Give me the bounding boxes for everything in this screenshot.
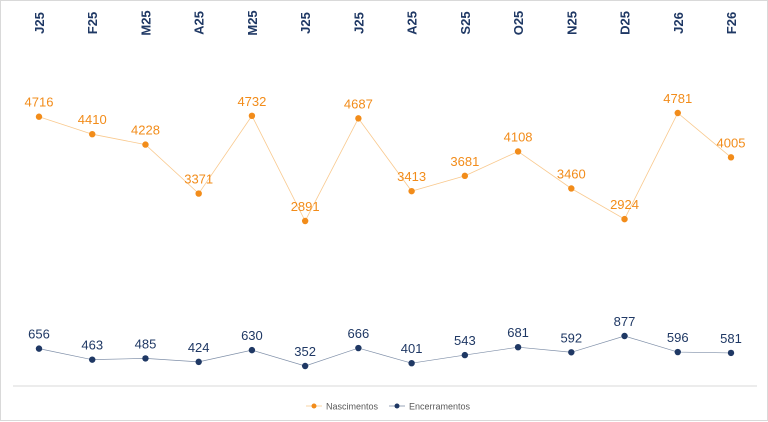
data-label: 2924: [610, 197, 639, 212]
x-tick-label: S25: [458, 11, 473, 34]
data-label: 877: [614, 314, 636, 329]
x-tick-label: N25: [564, 11, 579, 35]
data-label: 2891: [291, 199, 320, 214]
data-point: [142, 355, 149, 362]
x-tick-label: J26: [671, 12, 686, 34]
data-point: [514, 344, 522, 351]
data-label: 424: [188, 340, 210, 355]
data-point: [195, 358, 202, 366]
data-point: [727, 154, 735, 161]
data-label: 4410: [78, 112, 107, 127]
data-label: 485: [135, 336, 157, 351]
x-tick-label: J25: [32, 12, 47, 34]
x-tick-label: A25: [405, 11, 420, 35]
data-label: 3371: [184, 172, 213, 187]
legend-marker: [394, 403, 400, 409]
data-label: 4716: [25, 95, 54, 110]
data-label: 4228: [131, 123, 160, 138]
series-lines: [38, 112, 732, 367]
data-label: 3460: [557, 166, 586, 181]
data-point: [621, 332, 628, 340]
data-label: 666: [348, 326, 370, 341]
data-label: 596: [667, 330, 689, 345]
x-tick-label: A25: [192, 11, 207, 35]
data-point: [195, 190, 202, 197]
data-point: [674, 348, 681, 356]
data-labels: 4716 4410 4228 3371 4732 2891 4687 3413 3681 4108…: [25, 91, 746, 359]
x-tick-label: M25: [245, 10, 260, 35]
data-label: 4687: [344, 96, 373, 111]
data-point: [674, 109, 681, 117]
data-point: [35, 345, 43, 352]
legend-marker: [311, 403, 317, 409]
x-tick-label: O25: [511, 11, 526, 36]
data-label: 4108: [504, 129, 533, 144]
series-line: [38, 335, 732, 367]
data-point: [408, 187, 415, 195]
data-label: 4732: [237, 94, 266, 109]
data-point: [461, 351, 469, 359]
data-label: 656: [28, 327, 50, 342]
data-point: [248, 346, 256, 354]
data-label: 592: [560, 330, 582, 345]
data-label: 4781: [663, 91, 692, 106]
data-label: 3681: [450, 154, 479, 169]
data-point: [727, 349, 735, 357]
data-point: [408, 360, 415, 367]
data-label: 4005: [717, 135, 746, 150]
x-tick-label: J25: [351, 12, 366, 34]
data-label: 630: [241, 328, 263, 343]
legend-label: Nascimentos: [326, 402, 379, 412]
data-point: [301, 362, 309, 370]
x-axis-ticks: J25 F25 M25 A25 M25 J25 J25 A25 S25 O25 N25 D25 J26 F…: [32, 10, 739, 35]
series-line: [38, 112, 732, 222]
data-point: [35, 113, 43, 120]
x-tick-label: D25: [618, 11, 633, 35]
legend: Nascimentos Encerramentos: [306, 402, 471, 412]
data-point: [568, 349, 575, 356]
data-point: [248, 112, 256, 120]
data-point: [355, 344, 362, 352]
data-label: 401: [401, 341, 423, 356]
x-tick-label: J25: [298, 12, 313, 34]
data-point: [301, 217, 309, 225]
data-label: 581: [720, 331, 742, 346]
x-tick-label: F25: [85, 12, 100, 34]
data-label: 3413: [397, 169, 426, 184]
x-tick-label: M25: [138, 10, 153, 35]
legend-label: Encerramentos: [409, 402, 471, 412]
x-tick-label: F26: [724, 12, 739, 34]
data-point: [142, 141, 149, 148]
data-label: 463: [81, 338, 103, 353]
data-point: [514, 148, 522, 155]
data-label: 352: [294, 344, 316, 359]
data-label: 681: [507, 325, 529, 340]
series-points: [35, 109, 735, 370]
data-label: 543: [454, 333, 476, 348]
data-point: [568, 185, 575, 192]
data-point: [355, 115, 362, 122]
data-point: [89, 356, 96, 363]
data-point: [621, 215, 628, 223]
data-point: [89, 131, 96, 138]
data-point: [461, 172, 469, 180]
